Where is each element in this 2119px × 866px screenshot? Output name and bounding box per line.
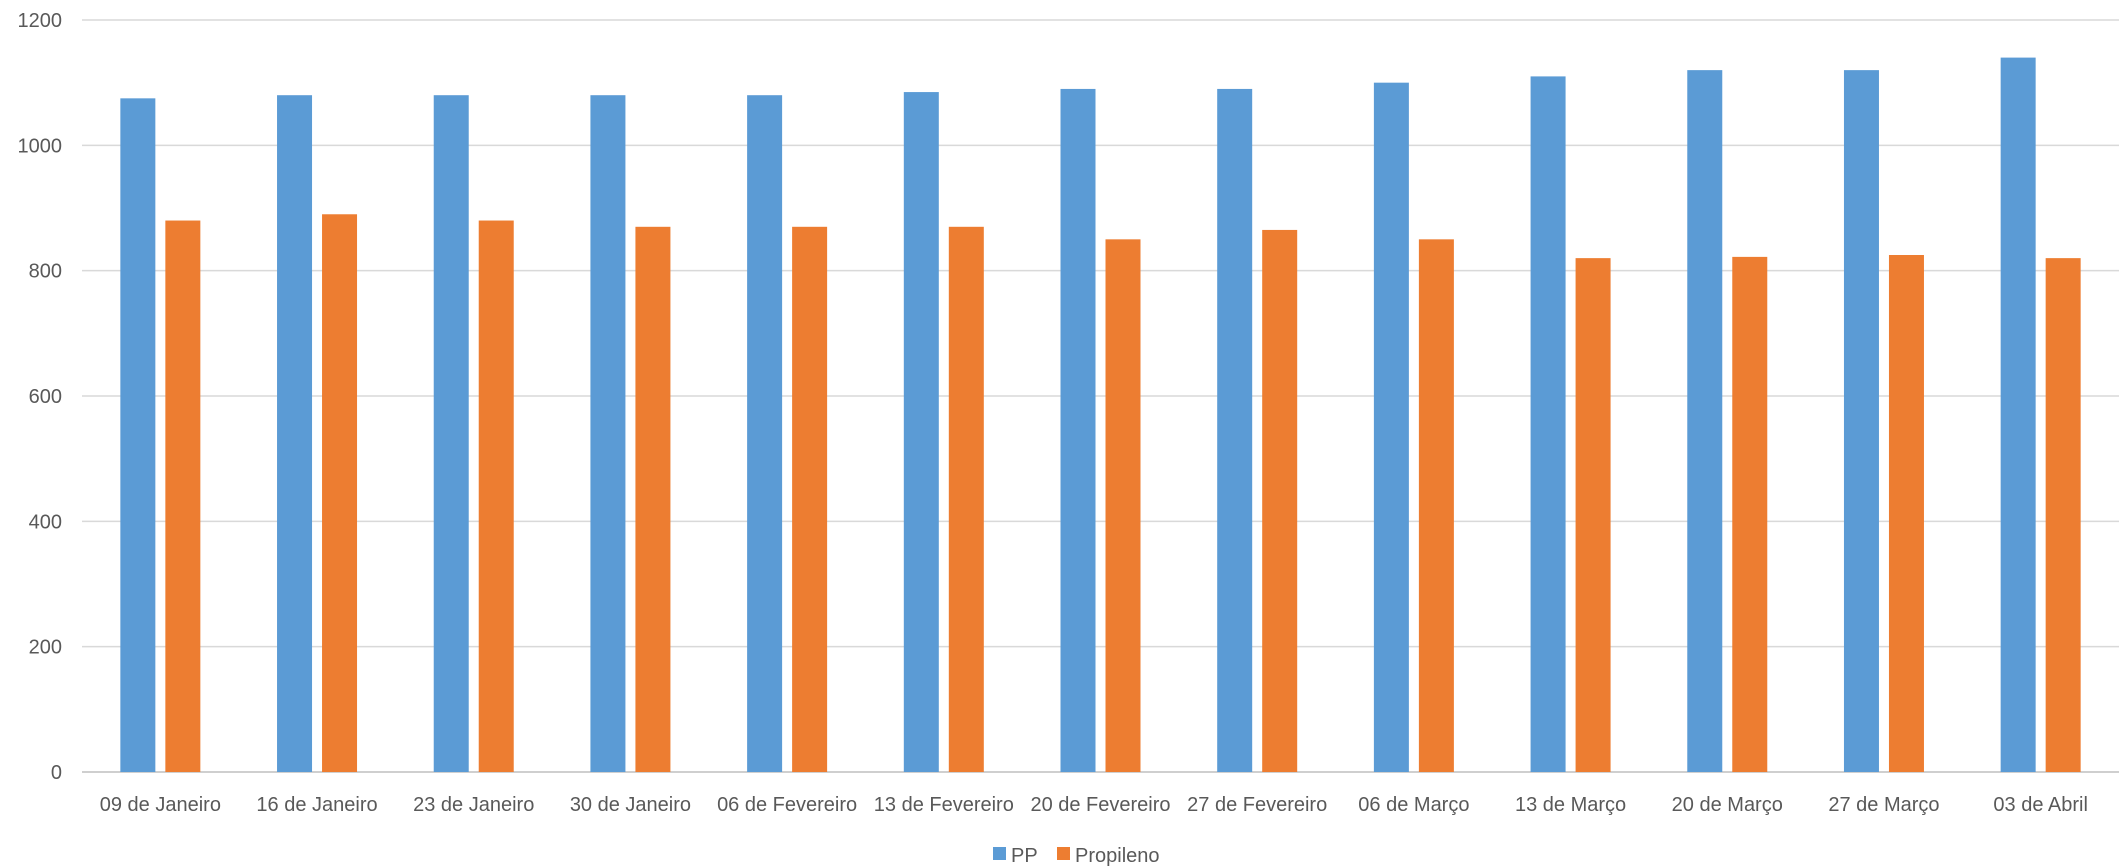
bar-pp xyxy=(1217,89,1252,772)
bar-propileno xyxy=(949,227,984,772)
bar-propileno xyxy=(792,227,827,772)
x-tick-label: 30 de Janeiro xyxy=(570,794,691,816)
legend-swatch-pp xyxy=(993,847,1006,860)
bar-pp xyxy=(120,98,155,772)
legend-label-pp: PP xyxy=(1011,845,1038,866)
bar-pp xyxy=(747,95,782,772)
y-tick-label: 800 xyxy=(29,261,62,283)
legend: PP Propileno xyxy=(993,845,1160,866)
bar-pp xyxy=(904,92,939,772)
bar-propileno xyxy=(479,221,514,772)
bar-pp xyxy=(1374,83,1409,772)
x-tick-label: 13 de Março xyxy=(1515,794,1626,816)
bar-pp xyxy=(1531,76,1566,772)
bar-propileno xyxy=(1889,255,1924,772)
bar-propileno xyxy=(1419,239,1454,772)
x-tick-label: 06 de Março xyxy=(1358,794,1469,816)
bar-propileno xyxy=(322,214,357,772)
x-tick-label: 20 de Março xyxy=(1672,794,1783,816)
y-tick-label: 400 xyxy=(29,511,62,533)
x-tick-label: 27 de Março xyxy=(1828,794,1939,816)
bar-pp xyxy=(1687,70,1722,772)
x-tick-label: 13 de Fevereiro xyxy=(874,794,1014,816)
y-tick-label: 1000 xyxy=(18,135,63,157)
y-tick-label: 600 xyxy=(29,386,62,408)
bar-pp xyxy=(277,95,312,772)
y-tick-label: 200 xyxy=(29,637,62,659)
bar-pp xyxy=(590,95,625,772)
legend-label-propileno: Propileno xyxy=(1075,845,1160,866)
bar-propileno xyxy=(2046,258,2081,772)
bar-propileno xyxy=(165,221,200,772)
x-tick-label: 20 de Fevereiro xyxy=(1030,794,1170,816)
bar-propileno xyxy=(1262,230,1297,772)
x-tick-label: 16 de Janeiro xyxy=(256,794,377,816)
x-tick-label: 03 de Abril xyxy=(1993,794,2088,816)
y-tick-label: 1200 xyxy=(18,10,63,32)
bars xyxy=(120,58,2080,772)
bar-propileno xyxy=(635,227,670,772)
gridlines xyxy=(82,20,2119,772)
x-axis-ticks: 09 de Janeiro 16 de Janeiro 23 de Janeiro 3… xyxy=(100,794,2088,816)
bar-pp xyxy=(434,95,469,772)
bar-propileno xyxy=(1106,239,1141,772)
legend-swatch-propileno xyxy=(1057,847,1070,860)
y-tick-label: 0 xyxy=(51,762,62,784)
bar-pp xyxy=(2001,58,2036,772)
x-tick-label: 23 de Janeiro xyxy=(413,794,534,816)
x-tick-label: 06 de Fevereiro xyxy=(717,794,857,816)
bar-pp xyxy=(1061,89,1096,772)
bar-propileno xyxy=(1732,257,1767,772)
y-axis-ticks: 0 200 400 600 800 1000 1200 xyxy=(18,10,63,784)
x-tick-label: 09 de Janeiro xyxy=(100,794,221,816)
bar-pp xyxy=(1844,70,1879,772)
bar-propileno xyxy=(1576,258,1611,772)
x-tick-label: 27 de Fevereiro xyxy=(1187,794,1327,816)
